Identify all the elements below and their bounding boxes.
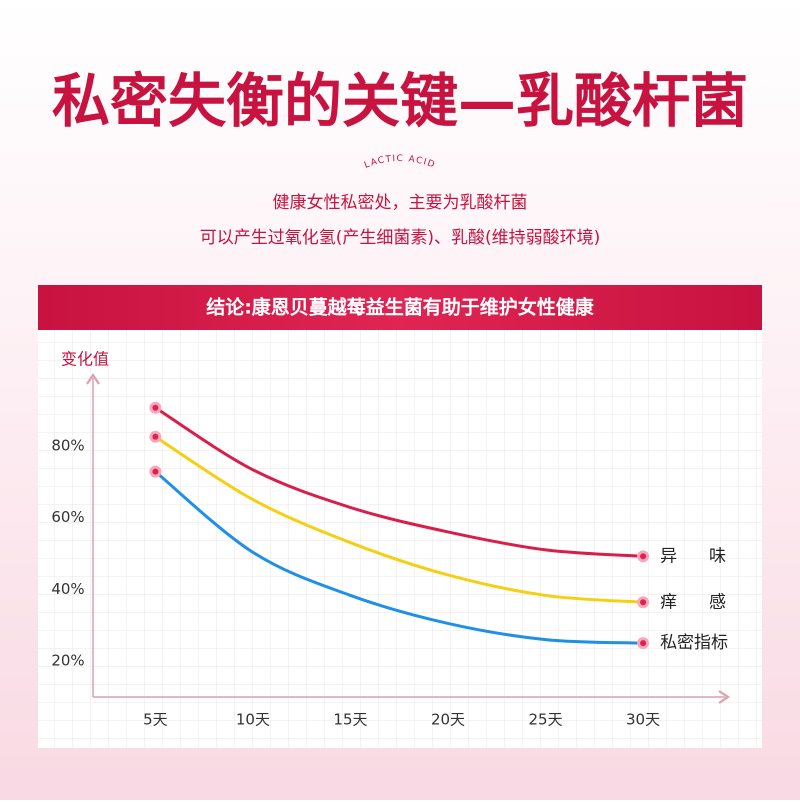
legend-label: 私密指标 (660, 633, 728, 653)
y-tick-label: 60% (51, 508, 84, 526)
legend-label: 痒感 (660, 592, 758, 612)
y-tick-label: 80% (51, 436, 84, 454)
point (640, 553, 647, 560)
point (152, 433, 159, 440)
subtitle-en: LACTIC ACID (363, 153, 437, 170)
subtitle-en-path: LACTIC ACID (363, 153, 436, 170)
banner (38, 285, 762, 330)
point (640, 599, 647, 606)
note: 可以产生过氧化氢(产生细菌素)、乳酸(维持弱酸环境) (200, 228, 601, 248)
x-tick-label: 25天 (528, 711, 562, 729)
point (640, 640, 647, 647)
note: 健康女性私密处，主要为乳酸杆菌 (273, 193, 528, 213)
legend-label: 异味 (660, 546, 758, 566)
series-line (154, 406, 644, 558)
point (152, 468, 159, 475)
y-tick-label: 20% (51, 652, 84, 670)
y-axis-label: 变化值 (61, 350, 109, 369)
conclusion: 结论:康恩贝蔓越莓益生菌有助于维护女性健康 (206, 296, 595, 319)
point (152, 404, 159, 411)
card-grid (38, 330, 762, 748)
series-line (154, 470, 644, 645)
series-line (154, 435, 644, 604)
x-tick-label: 20天 (431, 711, 465, 729)
x-tick-label: 5天 (143, 711, 168, 729)
x-tick-label: 10天 (236, 711, 270, 729)
x-tick-label: 15天 (333, 711, 367, 729)
y-tick-label: 40% (51, 580, 84, 598)
x-tick-label: 30天 (626, 711, 660, 729)
title: 私密失衡的关键—乳酸杆菌 (52, 67, 748, 135)
